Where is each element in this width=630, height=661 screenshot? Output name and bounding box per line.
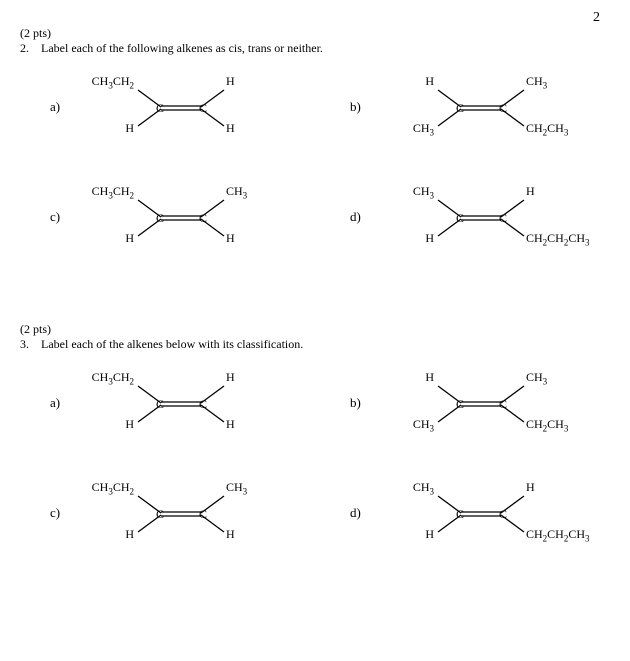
q3-a: a) C C CH3CH2 H H H (50, 368, 310, 438)
substituent-top-left: CH3CH2 (92, 371, 134, 386)
q3-b-label: b) (350, 395, 376, 411)
substituent-bottom-left: H (125, 418, 134, 430)
q3-points: (2 pts) (20, 322, 610, 337)
substituent-top-right: CH3 (526, 371, 547, 386)
substituent-top-right: H (526, 185, 535, 197)
svg-text:C: C (199, 507, 207, 521)
q3-b: b) C C H CH3 CH3 CH2CH3 (350, 368, 610, 438)
q3-a-label: a) (50, 395, 76, 411)
substituent-bottom-right: CH2CH3 (526, 418, 568, 433)
svg-text:C: C (456, 211, 464, 225)
substituent-top-right: CH3 (226, 481, 247, 496)
substituent-bottom-left: CH3 (413, 122, 434, 137)
substituent-bottom-right: CH2CH3 (526, 122, 568, 137)
q2-d-label: d) (350, 209, 376, 225)
substituent-bottom-left: CH3 (413, 418, 434, 433)
substituent-top-left: H (425, 75, 434, 87)
q3-d: d) C C CH3 H H CH2CH2CH3 (350, 478, 610, 548)
substituent-bottom-left: H (425, 528, 434, 540)
substituent-bottom-right: H (226, 528, 235, 540)
q2-number: 2. (20, 41, 38, 56)
substituent-bottom-left: H (125, 122, 134, 134)
svg-text:C: C (156, 507, 164, 521)
q2-d: d) C C CH3 H H CH2CH2CH3 (350, 182, 610, 252)
q3-a-structure: C C CH3CH2 H H H (76, 368, 286, 438)
svg-text:C: C (499, 507, 507, 521)
substituent-top-left: CH3CH2 (92, 75, 134, 90)
q2-points: (2 pts) (20, 26, 610, 41)
q3-prompt-text: Label each of the alkenes below with its… (41, 337, 303, 351)
substituent-bottom-left: H (125, 528, 134, 540)
q2-b-label: b) (350, 99, 376, 115)
substituent-top-right: CH3 (526, 75, 547, 90)
svg-text:C: C (199, 101, 207, 115)
q2-a-structure: C C CH3CH2 H H H (76, 72, 286, 142)
svg-text:C: C (156, 397, 164, 411)
substituent-top-right: CH3 (226, 185, 247, 200)
svg-text:C: C (499, 211, 507, 225)
q3-c: c) C C CH3CH2 CH3 H H (50, 478, 310, 548)
q3-grid: a) C C CH3CH2 H H H b) (20, 368, 610, 548)
substituent-top-right: H (226, 75, 235, 87)
svg-text:C: C (199, 397, 207, 411)
q2-b: b) C C H CH3 CH3 CH2CH3 (350, 72, 610, 142)
q2-b-structure: C C H CH3 CH3 CH2CH3 (376, 72, 586, 142)
substituent-bottom-right: H (226, 232, 235, 244)
svg-text:C: C (456, 397, 464, 411)
q3-b-structure: C C H CH3 CH3 CH2CH3 (376, 368, 586, 438)
substituent-bottom-left: H (425, 232, 434, 244)
q2-a: a) C C CH3CH2 H H H (50, 72, 310, 142)
q3-d-label: d) (350, 505, 376, 521)
substituent-top-left: CH3 (413, 185, 434, 200)
q2-grid: a) C C CH3CH2 H H H b) (20, 72, 610, 252)
q3-d-structure: C C CH3HHCH2CH2CH3 (376, 478, 586, 548)
q3-number: 3. (20, 337, 38, 352)
substituent-top-right: H (226, 371, 235, 383)
q2-c: c) C C CH3CH2 CH3 H H (50, 182, 310, 252)
q3-prompt: 3. Label each of the alkenes below with … (20, 337, 610, 352)
substituent-top-left: H (425, 371, 434, 383)
substituent-bottom-right: H (226, 418, 235, 430)
q2-c-label: c) (50, 209, 76, 225)
q2-prompt-text: Label each of the following alkenes as c… (41, 41, 323, 55)
q2-c-structure: C C CH3CH2 CH3 H H (76, 182, 286, 252)
svg-text:C: C (499, 101, 507, 115)
page-number: 2 (20, 10, 600, 26)
substituent-bottom-right: CH2CH2CH3 (526, 232, 590, 247)
substituent-top-left: CH3CH2 (92, 185, 134, 200)
q2-a-label: a) (50, 99, 76, 115)
q2-d-structure: C C CH3HHCH2CH2CH3 (376, 182, 586, 252)
substituent-top-right: H (526, 481, 535, 493)
substituent-top-left: CH3CH2 (92, 481, 134, 496)
substituent-bottom-left: H (125, 232, 134, 244)
q3-c-structure: C C CH3CH2 CH3 H H (76, 478, 286, 548)
svg-text:C: C (456, 507, 464, 521)
svg-text:C: C (456, 101, 464, 115)
q2-prompt: 2. Label each of the following alkenes a… (20, 41, 610, 56)
svg-text:C: C (156, 211, 164, 225)
substituent-top-left: CH3 (413, 481, 434, 496)
substituent-bottom-right: H (226, 122, 235, 134)
substituent-bottom-right: CH2CH2CH3 (526, 528, 590, 543)
q3-c-label: c) (50, 505, 76, 521)
svg-text:C: C (499, 397, 507, 411)
svg-text:C: C (156, 101, 164, 115)
svg-text:C: C (199, 211, 207, 225)
